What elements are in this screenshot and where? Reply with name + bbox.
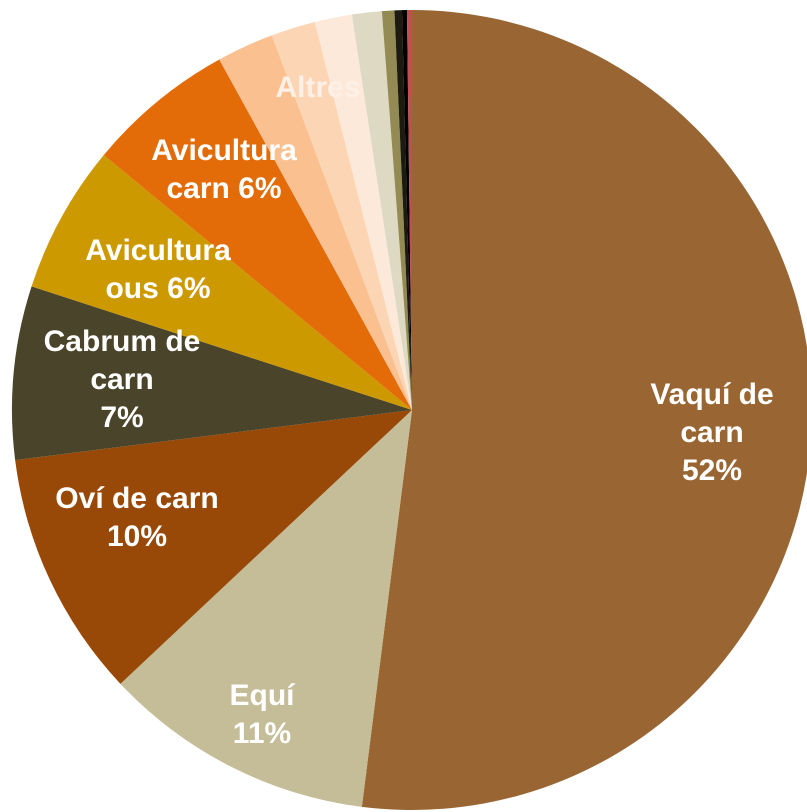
category-label: Vaquí de carn	[650, 378, 774, 449]
value-label: 7%	[100, 401, 144, 434]
category-label: Cabrum de carn	[43, 325, 201, 396]
value-label: 10%	[106, 520, 168, 553]
pie-slice	[120, 410, 413, 807]
pie-slice	[11, 286, 412, 461]
value-label: 11%	[232, 717, 292, 750]
pie-slice	[406, 10, 412, 410]
data-label: Avicultura carn 6%	[124, 132, 324, 208]
pie-slice	[219, 35, 412, 411]
category-label: Avicultura carn	[151, 134, 297, 205]
data-label: Cabrum de carn 7%	[22, 323, 222, 437]
pie-slice	[103, 59, 412, 411]
category-label: Oví de carn	[55, 482, 219, 515]
data-label: Equí 11%	[202, 677, 322, 753]
pie-slice	[314, 14, 412, 410]
pie-slice	[381, 10, 412, 410]
category-label: Equí	[229, 679, 295, 712]
value-label: 6%	[238, 172, 282, 205]
pie-slice	[15, 410, 413, 684]
value-label: 6%	[167, 272, 211, 305]
annotation: Altres	[275, 71, 361, 104]
pie-slice	[31, 155, 412, 410]
value-label: 52%	[681, 454, 743, 487]
data-label: Avicultura ous 6%	[58, 232, 258, 308]
category-label: Avicultura ous	[85, 234, 231, 305]
pie-slice	[361, 10, 807, 810]
pie-slice	[271, 21, 412, 410]
data-label: Vaquí de carn 52%	[627, 376, 797, 490]
pie-slice	[401, 10, 412, 410]
pie-slice	[394, 10, 412, 411]
pie-slice	[351, 11, 412, 410]
data-label: Oví de carn 10%	[22, 480, 252, 556]
